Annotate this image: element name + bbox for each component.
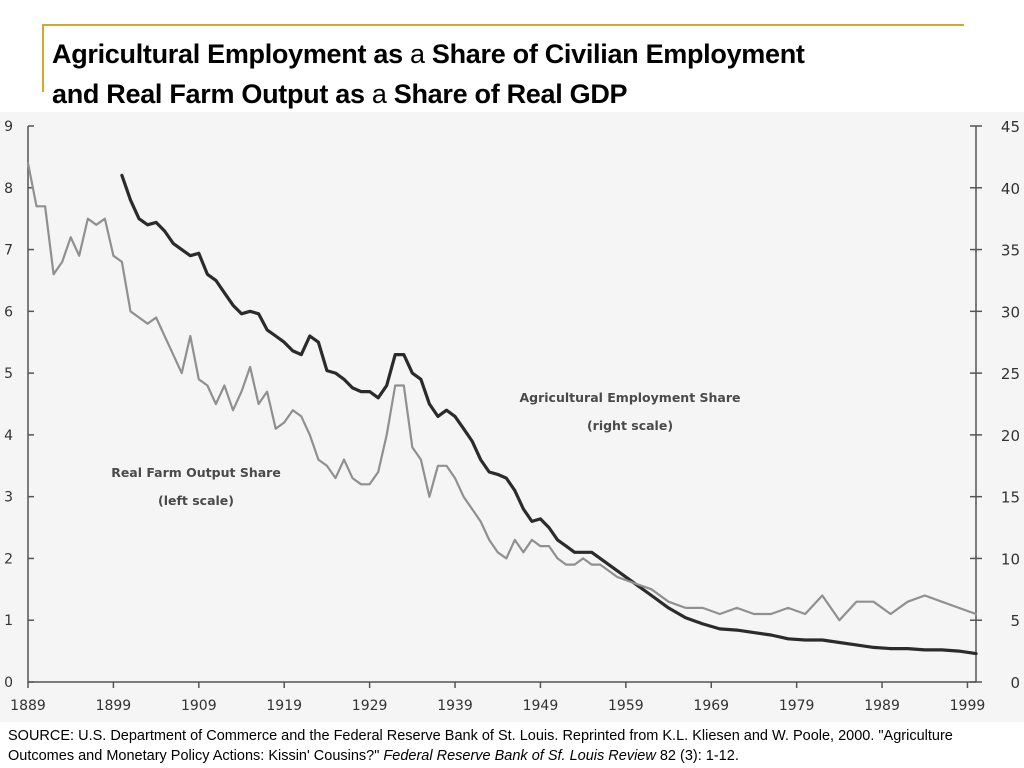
output-annotation-line: (left scale) [158,493,234,508]
x-tick-label: 1999 [950,698,986,714]
right-tick-label: 30 [1001,303,1020,321]
chart-panel: 0 1 2 3 4 5 6 7 8 9 0 5 10 15 20 25 30 35 40 45 1889 1899 1909… [0,112,1024,722]
title-part: Share of Real GDP [386,79,628,109]
title-top-rule [42,24,964,26]
x-tick-label: 1899 [96,698,132,714]
employment-series-line [120,173,978,656]
title-part: Share of Civilian Employment [424,39,805,69]
output-series-line [26,161,978,622]
x-tick-label: 1929 [352,698,388,714]
x-tick-label: 1959 [608,698,644,714]
title-side-rule [42,24,44,92]
left-tick-label: 5 [4,366,13,382]
employment-annotation-line: Agricultural Employment Share [519,390,740,405]
source-note: SOURCE: U.S. Department of Commerce and … [8,726,1020,766]
left-tick-label: 7 [4,243,13,259]
right-tick-label: 20 [1001,427,1020,445]
right-tick-label: 15 [1001,489,1020,507]
title-part: and Real Farm Output as [52,79,372,109]
right-tick-label: 40 [1001,180,1020,198]
title-line-1: Agricultural Employment as a Share of Ci… [52,39,805,69]
source-suffix: 82 (3): 1-12. [655,748,739,764]
x-tick-label: 1969 [693,698,729,714]
source-journal: Federal Reserve Bank of Sf. Louis Review [383,748,656,764]
right-tick-label: 35 [1001,242,1020,260]
title-line-2: and Real Farm Output as a Share of Real … [52,79,628,109]
title-part: a [409,39,425,69]
left-tick-label: 6 [4,304,13,320]
page-title: Agricultural Employment as a Share of Ci… [52,34,805,114]
right-tick-label: 10 [1001,550,1020,568]
left-tick-label: 2 [4,551,13,567]
right-tick-label: 45 [1001,118,1020,136]
left-tick-label: 1 [4,613,13,629]
x-tick-label: 1979 [779,698,815,714]
right-tick-label: 0 [1010,674,1020,692]
left-tick-label: 3 [4,490,13,506]
x-tick-label: 1889 [10,698,46,714]
right-tick-label: 25 [1001,365,1020,383]
x-tick-label: 1939 [437,698,473,714]
source-prefix: SOURCE: U.S. Department of Commerce and … [8,728,953,764]
employment-annotation-line: (right scale) [587,418,673,433]
x-tick-label: 1989 [864,698,900,714]
left-tick-label: 0 [4,675,13,691]
left-tick-label: 9 [4,119,13,135]
x-tick-label: 1919 [266,698,302,714]
left-tick-label: 4 [4,428,13,444]
left-tick-label: 8 [4,181,13,197]
right-tick-label: 5 [1010,612,1020,630]
output-annotation-line: Real Farm Output Share [111,465,281,480]
x-tick-label: 1909 [181,698,217,714]
x-tick-label: 1949 [523,698,559,714]
title-part: a [371,79,387,109]
title-part: Agricultural Employment as [52,39,410,69]
